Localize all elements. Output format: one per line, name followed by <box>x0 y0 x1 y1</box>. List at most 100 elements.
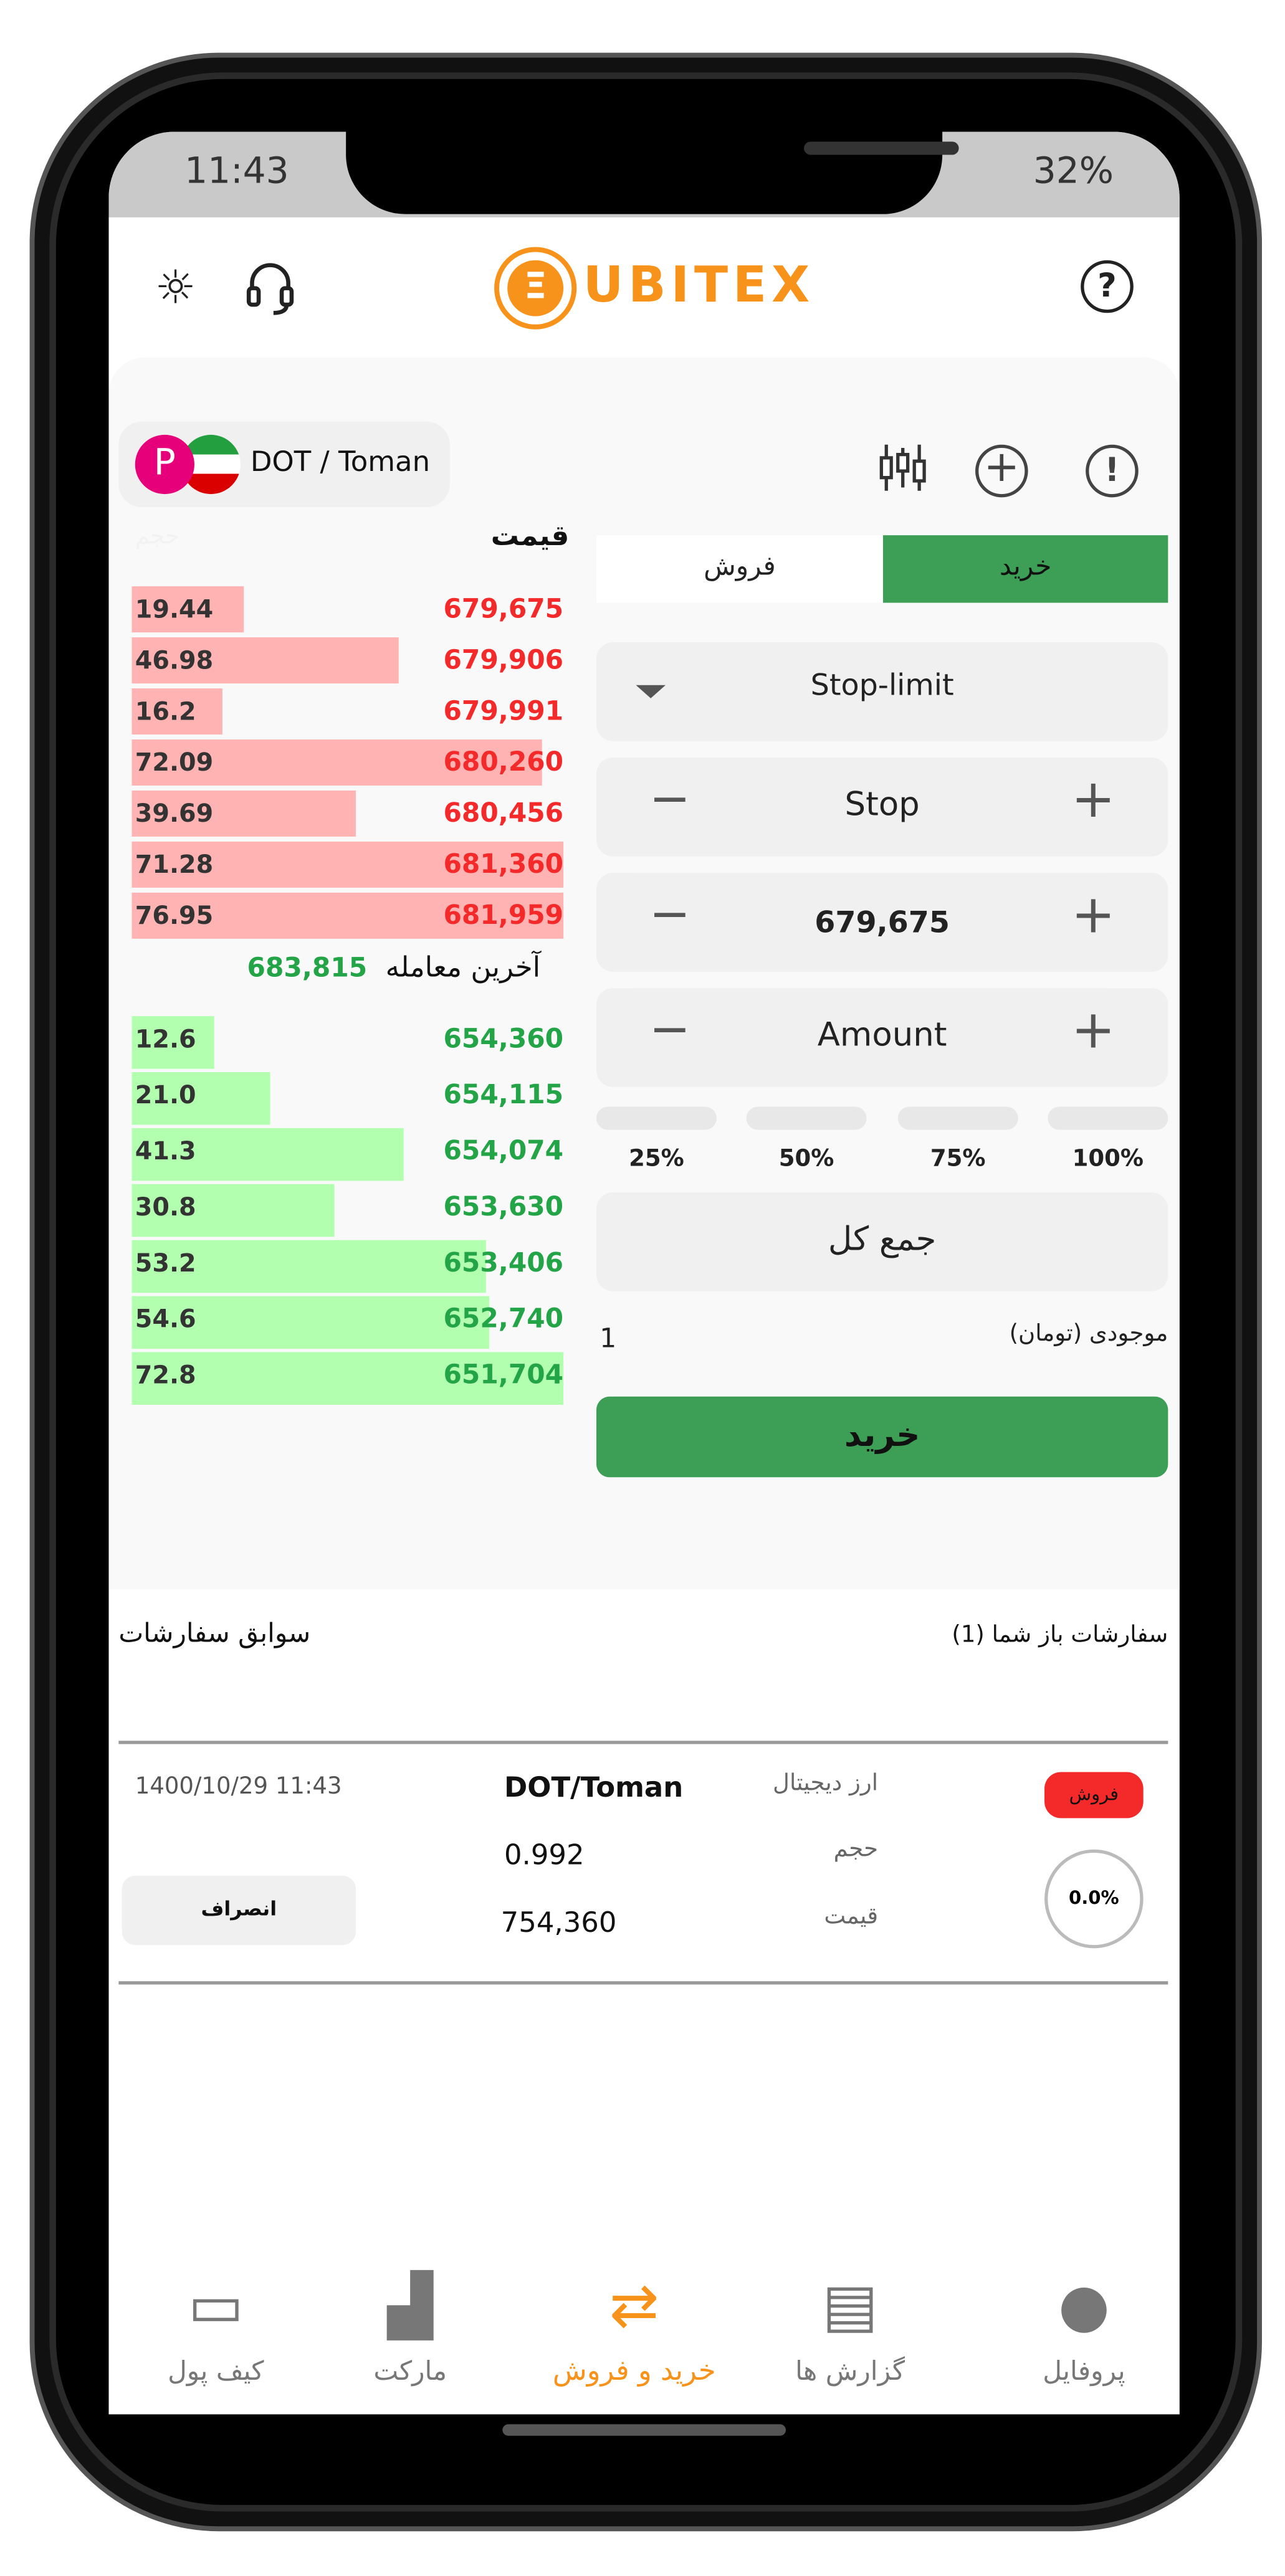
price-input[interactable]: − 679,675 + <box>596 873 1168 972</box>
balance-label: موجودی (تومان) <box>1009 1321 1168 1347</box>
last-trade-price: 683,815 <box>247 952 368 984</box>
currency-value: DOT/Toman <box>504 1772 684 1805</box>
user-icon: ● <box>1058 2273 1111 2341</box>
ask-row[interactable]: 19.44 679,675 <box>131 586 563 633</box>
logo-mark: Ξ <box>494 247 577 330</box>
ask-row[interactable]: 46.98 679,906 <box>131 637 563 684</box>
minus-icon[interactable]: − <box>649 771 691 829</box>
logo-text: UBITEX <box>583 257 815 315</box>
order-volume: 41.3 <box>135 1136 196 1166</box>
buy-button[interactable]: خرید <box>596 1396 1168 1478</box>
headset-icon[interactable] <box>244 260 297 316</box>
order-price: 654,074 <box>443 1134 564 1166</box>
volume-label: حجم <box>833 1836 879 1863</box>
ask-row[interactable]: 71.28 681,360 <box>131 841 564 888</box>
order-volume: 39.69 <box>135 799 214 829</box>
stop-placeholder: Stop <box>844 784 920 824</box>
order-price: 679,991 <box>443 695 564 726</box>
nav-market[interactable]: ▟ مارکت <box>320 2273 501 2386</box>
help-icon[interactable]: ? <box>1081 260 1134 313</box>
sun-icon[interactable]: ☼ <box>155 260 196 315</box>
order-volume: 71.28 <box>135 850 214 880</box>
percent-25-slider[interactable] <box>596 1106 717 1130</box>
bid-row[interactable]: 54.6 652,740 <box>131 1296 563 1349</box>
bid-row[interactable]: 12.6 654,360 <box>131 1016 563 1069</box>
stop-input[interactable]: − Stop + <box>596 758 1168 857</box>
side-badge: فروش <box>1044 1772 1144 1818</box>
screen: 11:43 32% ☼ Ξ UBITEX ? P DOT / Toman + !… <box>108 131 1180 2415</box>
bid-row[interactable]: 53.2 653,406 <box>131 1240 563 1293</box>
percent-label[interactable]: 100% <box>1072 1146 1144 1173</box>
ask-row[interactable]: 76.95 681,959 <box>131 892 564 939</box>
nav-wallet[interactable]: ▭ کیف پول <box>125 2273 307 2386</box>
tab-open-orders[interactable]: سفارشات باز شما (1) <box>952 1622 1168 1649</box>
order-volume: 54.6 <box>135 1304 196 1334</box>
ask-row[interactable]: 72.09 680,260 <box>131 739 563 786</box>
bid-row[interactable]: 21.0 654,115 <box>131 1072 563 1125</box>
status-time: 11:43 <box>184 151 289 193</box>
depth-bar <box>131 688 222 735</box>
order-volume: 76.95 <box>135 901 214 931</box>
cancel-order-button[interactable]: انصراف <box>122 1876 356 1946</box>
order-price: 681,959 <box>443 899 564 931</box>
percent-label[interactable]: 50% <box>778 1146 834 1173</box>
price-value: 754,360 <box>500 1907 617 1941</box>
tab-order-history[interactable]: سوابق سفارشات <box>118 1617 311 1649</box>
last-trade-label: آخرین معامله <box>385 952 541 985</box>
volume-value: 0.992 <box>504 1839 585 1873</box>
percent-label[interactable]: 75% <box>930 1146 986 1173</box>
depth-bar <box>131 841 564 888</box>
plus-icon[interactable]: + <box>1071 767 1115 830</box>
order-volume: 72.09 <box>135 748 214 777</box>
ask-row[interactable]: 16.2 679,991 <box>131 688 564 735</box>
market-chart-icon: ▟ <box>387 2273 433 2341</box>
percent-50-slider[interactable] <box>746 1106 867 1130</box>
order-volume: 19.44 <box>135 594 214 624</box>
depth-bar <box>131 1296 490 1349</box>
nav-label: کیف پول <box>168 2355 264 2387</box>
pair-label: DOT / Toman <box>250 446 431 480</box>
order-type-select[interactable]: Stop-limit <box>596 642 1168 741</box>
ask-row[interactable]: 39.69 680,456 <box>131 790 563 837</box>
tab-sell[interactable]: فروش <box>596 535 883 603</box>
price-value: 679,675 <box>814 905 950 941</box>
order-price: 651,704 <box>443 1358 564 1390</box>
depth-bar <box>131 1352 564 1405</box>
info-icon[interactable]: ! <box>1086 444 1139 498</box>
order-price: 653,630 <box>443 1191 564 1222</box>
percent-100-slider[interactable] <box>1048 1106 1168 1130</box>
balance-value: 1 <box>600 1322 617 1354</box>
shuffle-icon: ⇄ <box>609 2273 659 2341</box>
bid-row[interactable]: 30.8 653,630 <box>131 1184 563 1237</box>
depth-bar <box>131 1128 404 1181</box>
orderbook-price-header: قیمت <box>490 520 570 554</box>
depth-bar <box>131 1184 335 1237</box>
order-price: 652,740 <box>443 1303 564 1334</box>
minus-icon[interactable]: − <box>649 886 691 944</box>
bid-row[interactable]: 41.3 654,074 <box>131 1128 563 1181</box>
candlestick-chart-icon[interactable] <box>876 441 929 497</box>
nav-profile[interactable]: ● پروفایل <box>993 2273 1175 2386</box>
bid-row[interactable]: 72.8 651,704 <box>131 1352 563 1405</box>
nav-reports[interactable]: ▤ گزارش ها <box>760 2273 941 2386</box>
amount-placeholder: Amount <box>817 1014 947 1054</box>
plus-icon[interactable]: + <box>1071 998 1115 1061</box>
pair-selector[interactable]: P DOT / Toman <box>118 421 450 508</box>
percent-label[interactable]: 25% <box>629 1146 684 1173</box>
plus-icon[interactable]: + <box>1071 882 1115 946</box>
amount-input[interactable]: − Amount + <box>596 988 1168 1087</box>
depth-bar <box>131 892 564 939</box>
tab-buy[interactable]: خرید <box>882 535 1168 603</box>
currency-label: ارز دیجیتال <box>773 1770 879 1797</box>
home-indicator[interactable] <box>502 2424 786 2436</box>
depth-bar <box>131 739 542 786</box>
nav-trade[interactable]: ⇄ خرید و فروش <box>527 2273 742 2388</box>
total-input[interactable]: جمع کل <box>596 1192 1168 1291</box>
depth-bar <box>131 1016 214 1069</box>
wallet-icon: ▭ <box>188 2273 244 2341</box>
percent-75-slider[interactable] <box>897 1106 1018 1130</box>
add-icon[interactable]: + <box>975 444 1028 498</box>
status-battery: 32% <box>1033 151 1114 193</box>
order-volume: 21.0 <box>135 1080 196 1110</box>
minus-icon[interactable]: − <box>649 1001 691 1059</box>
